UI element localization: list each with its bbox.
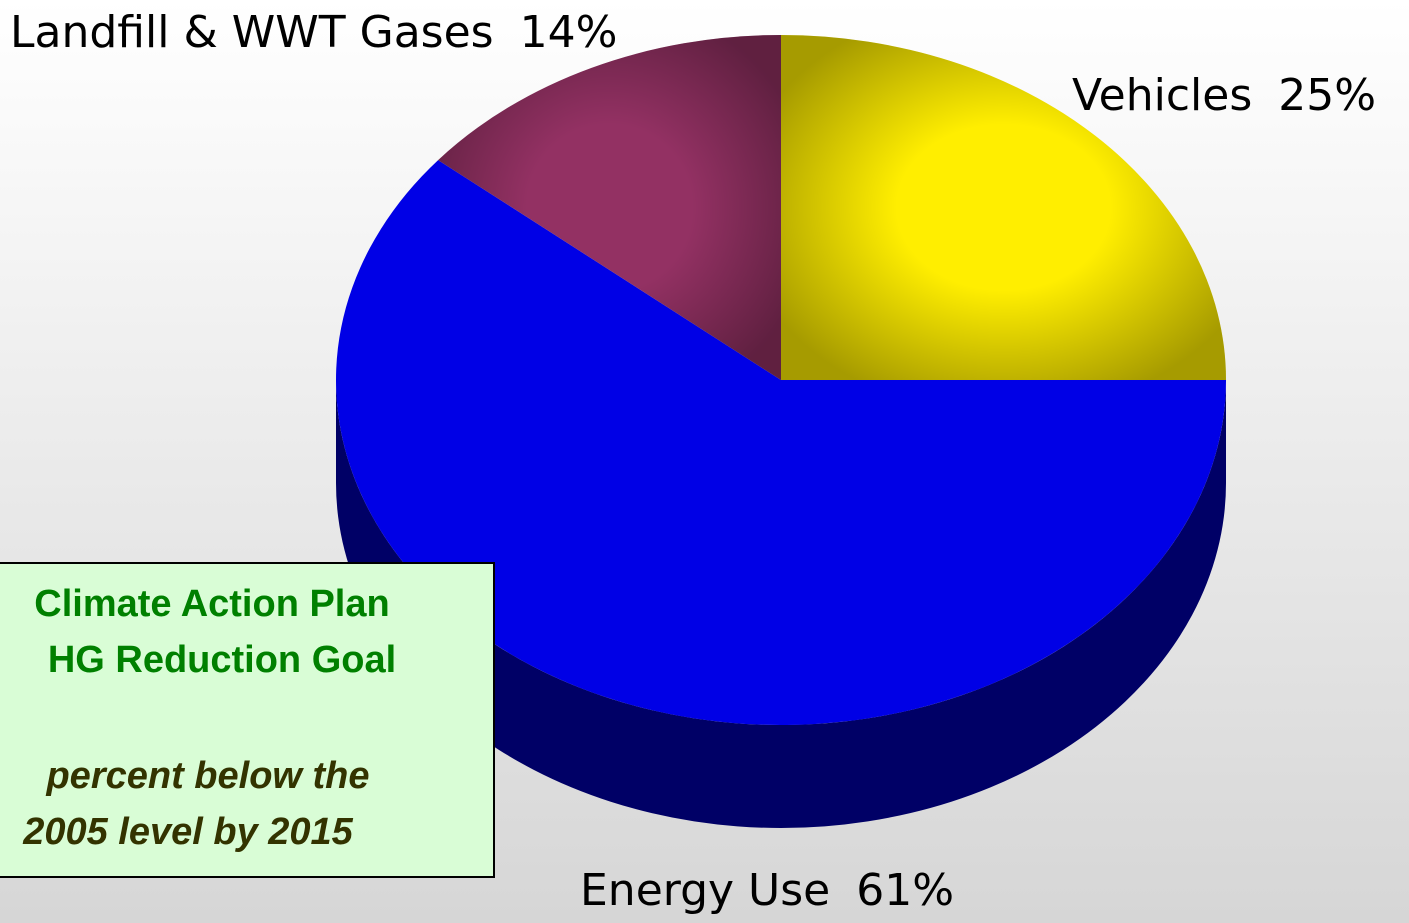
- pie-slice: [335, 160, 1227, 726]
- note-line: Climate Action Plan: [34, 583, 389, 625]
- note-line: HG Reduction Goal: [48, 639, 396, 681]
- pie-side: [336, 380, 1226, 828]
- category-label: Energy Use: [580, 865, 830, 916]
- value-label: 25%: [1278, 70, 1376, 121]
- slice-label: Energy Use 61%: [580, 865, 954, 916]
- slice-label: Landfill & WWT Gases 14%: [10, 7, 617, 58]
- slice-label: Vehicles 25%: [1072, 70, 1376, 121]
- slice-shading: [438, 35, 781, 380]
- pie: [335, 35, 1227, 828]
- note-line: percent below the: [45, 755, 369, 797]
- value-label: 61%: [856, 865, 954, 916]
- note-frame: [0, 562, 495, 878]
- labels: Vehicles 25% Energy Use 61% Landfill & WWT G…: [10, 7, 1376, 916]
- value-label: 14%: [520, 7, 618, 58]
- category-label: Vehicles: [1072, 70, 1252, 121]
- note-line: 2005 level by 2015: [22, 811, 353, 853]
- category-label: Landfill & WWT Gases: [10, 7, 494, 58]
- slice-shading: [781, 35, 1226, 380]
- note-box: Climate Action Plan HG Reduction Goal pe…: [0, 562, 495, 878]
